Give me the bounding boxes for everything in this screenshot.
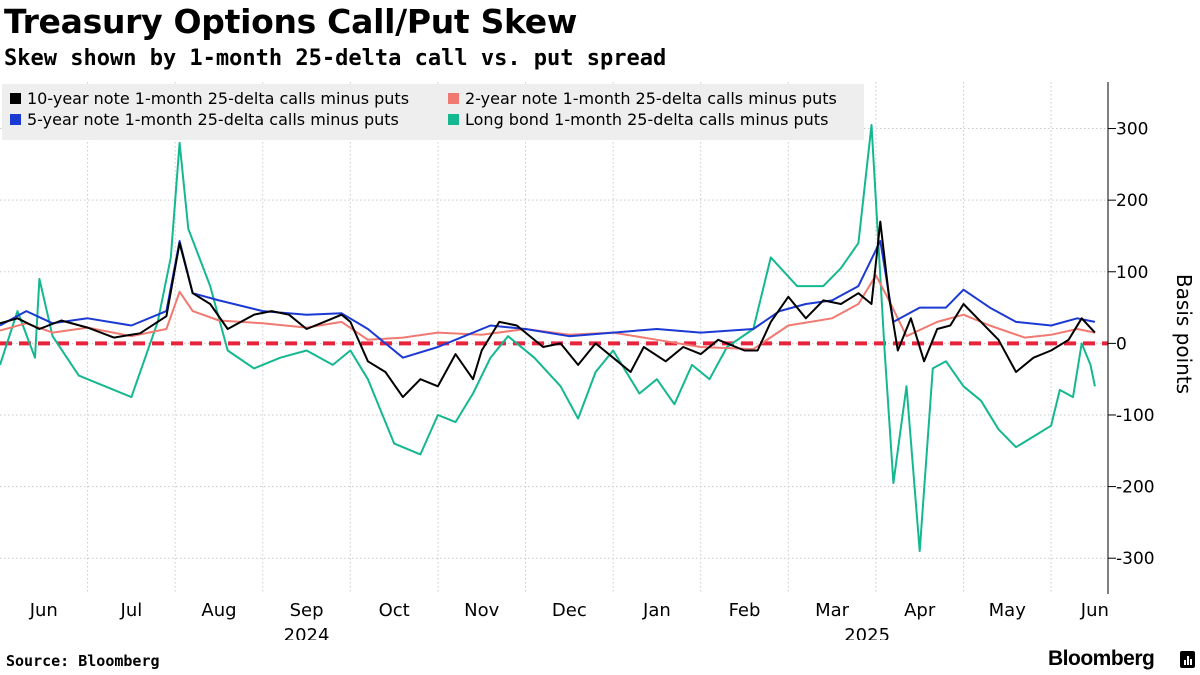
bloomberg-terminal-icon bbox=[1180, 651, 1195, 668]
x-tick-label: Apr bbox=[904, 600, 936, 621]
x-tick-label: Mar bbox=[815, 600, 850, 621]
legend-label: Long bond 1-month 25-delta calls minus p… bbox=[465, 110, 828, 129]
x-tick-label: Jun bbox=[29, 600, 58, 621]
gridlines bbox=[0, 82, 1108, 594]
y-tick-label: 0 bbox=[1116, 334, 1127, 354]
x-tick-label: Jan bbox=[642, 600, 671, 621]
legend-label: 5-year note 1-month 25-delta calls minus… bbox=[27, 110, 399, 129]
x-year-label: 2024 bbox=[284, 625, 330, 640]
y-tick-label: 200 bbox=[1116, 191, 1148, 211]
y-axis: 300 200 100 0 -100 -200 -300 Basis points bbox=[1107, 82, 1196, 594]
legend-box bbox=[2, 84, 864, 140]
source-note: Source: Bloomberg bbox=[6, 652, 160, 670]
chart-title: Treasury Options Call/Put Skew bbox=[4, 2, 578, 41]
legend-swatch bbox=[448, 114, 459, 125]
x-tick-label: Aug bbox=[201, 600, 236, 621]
legend-label: 2-year note 1-month 25-delta calls minus… bbox=[465, 89, 837, 108]
series-line-3 bbox=[0, 124, 1096, 552]
y-tick-label: 300 bbox=[1116, 120, 1148, 140]
y-tick-label: -200 bbox=[1116, 478, 1155, 498]
x-year-label: 2025 bbox=[844, 625, 890, 640]
y-tick-label: 100 bbox=[1116, 263, 1148, 283]
x-tick-label: Jul bbox=[120, 600, 143, 621]
series-line-0 bbox=[0, 220, 1096, 399]
series-line-2 bbox=[0, 240, 1096, 359]
series-lines bbox=[0, 124, 1096, 552]
y-tick-label: -100 bbox=[1116, 406, 1155, 426]
y-tick-label: -300 bbox=[1116, 549, 1155, 569]
chart-canvas: 10-year note 1-month 25-delta calls minu… bbox=[0, 82, 1196, 640]
legend: 10-year note 1-month 25-delta calls minu… bbox=[2, 84, 864, 140]
y-axis-title: Basis points bbox=[1172, 274, 1196, 394]
x-tick-label: Jun bbox=[1080, 600, 1109, 621]
x-tick-label: Oct bbox=[379, 600, 410, 621]
legend-swatch bbox=[10, 93, 21, 104]
x-tick-label: May bbox=[989, 600, 1027, 621]
legend-label: 10-year note 1-month 25-delta calls minu… bbox=[27, 89, 409, 108]
legend-swatch bbox=[448, 93, 459, 104]
legend-swatch bbox=[10, 114, 21, 125]
series-line-1 bbox=[0, 274, 1096, 351]
x-tick-label: Sep bbox=[290, 600, 324, 621]
bloomberg-logo: Bloomberg bbox=[1048, 647, 1155, 670]
chart-subtitle: Skew shown by 1-month 25-delta call vs. … bbox=[4, 46, 667, 71]
x-tick-label: Nov bbox=[464, 600, 499, 621]
x-tick-label: Dec bbox=[552, 600, 587, 621]
x-tick-label: Feb bbox=[729, 600, 761, 621]
x-axis: Jun Jul Aug Sep Oct Nov Dec Jan Feb Mar Apr May Jun 2… bbox=[29, 600, 1109, 640]
